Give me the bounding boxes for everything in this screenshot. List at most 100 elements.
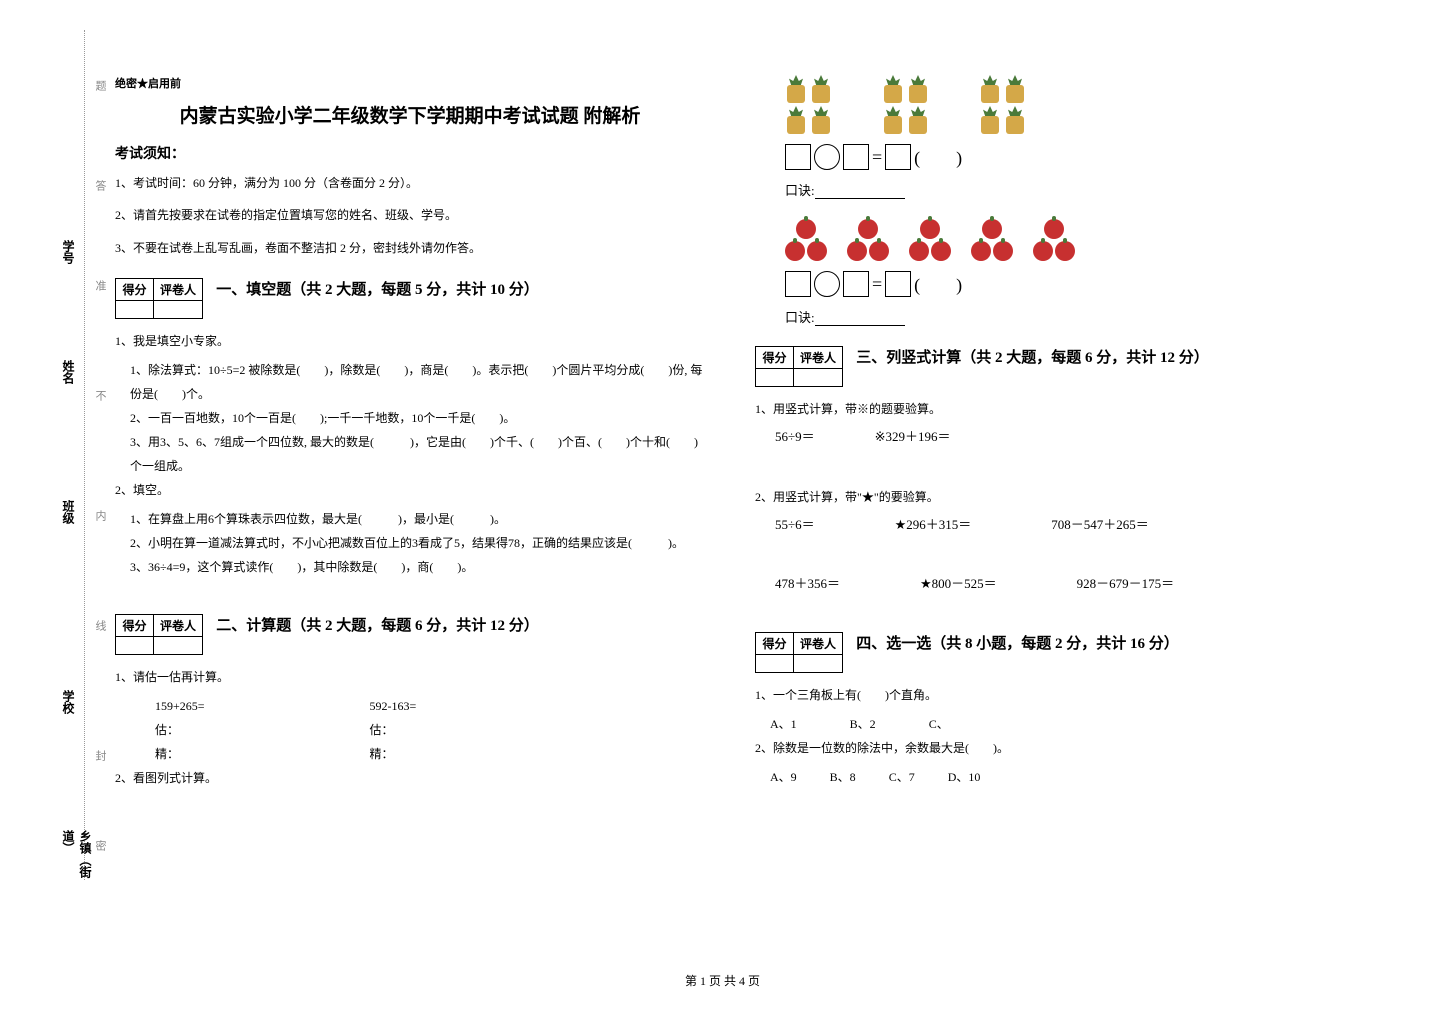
equation-boxes: = ( ) <box>785 271 1345 297</box>
operator-circle[interactable] <box>814 271 840 297</box>
blank-box[interactable] <box>885 144 911 170</box>
apple-icon <box>920 219 940 239</box>
sub-question: 3、用3、5、6、7组成一个四位数, 最大的数是( )，它是由( )个千、( )… <box>115 430 705 478</box>
option[interactable]: C、 <box>929 717 949 731</box>
calc-row: 55÷6＝ ★296＋315＝ 708－547＋265＝ <box>755 514 1345 533</box>
sub-question: 1、在算盘上用6个算珠表示四位数，最大是( )，最小是( )。 <box>115 507 705 531</box>
score-table: 得分评卷人 <box>115 278 203 319</box>
sub-question: 3、36÷4=9，这个算式读作( )，其中除数是( )，商( )。 <box>115 555 705 579</box>
mnemonic-blank[interactable] <box>815 198 905 199</box>
grader-cell[interactable] <box>794 655 843 673</box>
question-1-2: 2、填空。 <box>115 478 705 502</box>
calc-item: 478＋356＝ <box>775 573 840 592</box>
pineapple-icon <box>907 106 929 134</box>
left-column: 绝密★启用前 内蒙古实验小学二年级数学下学期期中考试试题 附解析 考试须知： 1… <box>115 75 705 795</box>
secret-mark: 绝密★启用前 <box>115 75 705 91</box>
pineapple-group <box>785 75 1345 134</box>
blank-box[interactable] <box>785 144 811 170</box>
apple-icon <box>909 241 929 261</box>
grader-header: 评卷人 <box>794 347 843 369</box>
seal-char: 密 <box>92 840 108 851</box>
score-cell[interactable] <box>116 301 154 319</box>
apple-icon <box>971 241 991 261</box>
binding-label: 姓名 <box>60 360 77 384</box>
note-item: 3、不要在试卷上乱写乱画，卷面不整洁扣 2 分，密封线外请勿作答。 <box>115 238 705 258</box>
pineapple-icon <box>979 75 1001 103</box>
calc-item: 55÷6＝ <box>775 514 815 533</box>
binding-label: 乡镇（街道） <box>60 830 94 880</box>
seal-char: 不 <box>92 390 108 401</box>
pineapple-icon <box>882 106 904 134</box>
pineapple-icon <box>907 75 929 103</box>
pineapple-icon <box>785 75 807 103</box>
score-table: 得分评卷人 <box>115 614 203 655</box>
calc-item: 592-163= <box>355 694 417 718</box>
notes-title: 考试须知： <box>115 143 705 163</box>
seal-char: 封 <box>92 750 108 761</box>
calc-item: 708－547＋265＝ <box>1051 514 1149 533</box>
mnemonic-label: 口诀: <box>785 183 815 198</box>
seal-char: 答 <box>92 180 108 191</box>
grader-header: 评卷人 <box>154 615 203 637</box>
estimate-label: 估： <box>140 718 205 742</box>
apple-icon <box>1055 241 1075 261</box>
blank-box[interactable] <box>843 271 869 297</box>
grader-cell[interactable] <box>154 301 203 319</box>
apple-group <box>785 219 1345 261</box>
section-3-header: 得分评卷人 三、列竖式计算（共 2 大题，每题 6 分，共计 12 分） <box>755 346 1345 387</box>
score-cell[interactable] <box>756 369 794 387</box>
grader-header: 评卷人 <box>154 279 203 301</box>
score-header: 得分 <box>116 279 154 301</box>
note-item: 2、请首先按要求在试卷的指定位置填写您的姓名、班级、学号。 <box>115 205 705 225</box>
question-1-1: 1、我是填空小专家。 <box>115 329 705 353</box>
calc-item: 159+265= <box>140 694 205 718</box>
page-content: 绝密★启用前 内蒙古实验小学二年级数学下学期期中考试试题 附解析 考试须知： 1… <box>115 75 1395 795</box>
option[interactable]: D、10 <box>948 770 981 784</box>
score-cell[interactable] <box>756 655 794 673</box>
grader-cell[interactable] <box>794 369 843 387</box>
binding-label: 学校 <box>60 690 77 714</box>
blank-box[interactable] <box>885 271 911 297</box>
section-4-header: 得分评卷人 四、选一选（共 8 小题，每题 2 分，共计 16 分） <box>755 632 1345 673</box>
section-4-title: 四、选一选（共 8 小题，每题 2 分，共计 16 分） <box>856 632 1179 653</box>
seal-char: 准 <box>92 280 108 291</box>
calc-row: 478＋356＝ ★800－525＝ 928－679－175＝ <box>755 573 1345 592</box>
option[interactable]: B、2 <box>850 717 876 731</box>
apple-icon <box>869 241 889 261</box>
operator-circle[interactable] <box>814 144 840 170</box>
calculation-row: 159+265= 估： 精： 592-163= 估： 精： <box>115 694 705 766</box>
question-4-1: 1、一个三角板上有( )个直角。 <box>755 683 1345 707</box>
apple-icon <box>982 219 1002 239</box>
blank-box[interactable] <box>785 271 811 297</box>
section-2-header: 得分评卷人 二、计算题（共 2 大题，每题 6 分，共计 12 分） <box>115 614 705 655</box>
section-1-header: 得分评卷人 一、填空题（共 2 大题，每题 5 分，共计 10 分） <box>115 278 705 319</box>
option[interactable]: C、7 <box>889 770 915 784</box>
grader-cell[interactable] <box>154 637 203 655</box>
mnemonic-line: 口诀: <box>785 307 1345 326</box>
mnemonic-blank[interactable] <box>815 325 905 326</box>
mnemonic-label: 口诀: <box>785 310 815 325</box>
precise-label: 精： <box>355 742 417 766</box>
score-cell[interactable] <box>116 637 154 655</box>
grader-header: 评卷人 <box>794 633 843 655</box>
section-1-title: 一、填空题（共 2 大题，每题 5 分，共计 10 分） <box>216 278 539 299</box>
estimate-label: 估： <box>355 718 417 742</box>
mnemonic-line: 口诀: <box>785 180 1345 199</box>
option[interactable]: A、1 <box>770 717 797 731</box>
blank-box[interactable] <box>843 144 869 170</box>
apple-icon <box>796 219 816 239</box>
equation-boxes: = ( ) <box>785 144 1345 170</box>
score-header: 得分 <box>756 633 794 655</box>
calc-item: 928－679－175＝ <box>1077 573 1175 592</box>
seal-char: 题 <box>92 80 108 91</box>
right-column: = ( ) 口诀: = ( ) 口诀: 得分评卷人 <box>755 75 1345 795</box>
note-item: 1、考试时间：60 分钟，满分为 100 分（含卷面分 2 分）。 <box>115 173 705 193</box>
options-row: A、9 B、8 C、7 D、10 <box>755 765 1345 789</box>
option[interactable]: A、9 <box>770 770 797 784</box>
score-table: 得分评卷人 <box>755 632 843 673</box>
apple-icon <box>1044 219 1064 239</box>
pineapple-icon <box>785 106 807 134</box>
seal-char: 内 <box>92 510 108 521</box>
option[interactable]: B、8 <box>830 770 856 784</box>
apple-icon <box>858 219 878 239</box>
